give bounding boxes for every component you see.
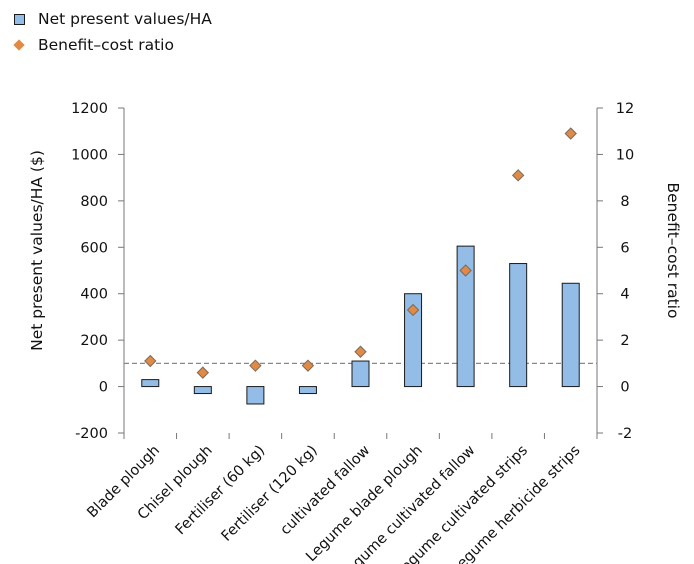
right-tick-label: 10: [616, 147, 634, 163]
y-axis-title: Net present values/HA ($): [28, 150, 46, 351]
category-label: cultivated fallow: [277, 442, 373, 538]
legend-bar-swatch: [12, 13, 38, 25]
npv-bar: [246, 386, 265, 405]
bcr-marker: [354, 345, 367, 358]
legend-label-npv: Net present values/HA: [38, 10, 212, 28]
left-tick-label: 1200: [71, 101, 108, 117]
legend: Net present values/HA Benefit–cost ratio: [12, 6, 212, 58]
category-label: Fertiliser (120 kg): [219, 443, 321, 545]
right-tick-label: 2: [620, 333, 629, 349]
right-tick-label: 12: [616, 101, 634, 117]
bcr-marker: [196, 366, 210, 379]
right-tick-label: 6: [620, 240, 629, 256]
right-tick-label: 0: [620, 380, 629, 396]
y2-axis-title: Benefit–cost ratio: [664, 183, 682, 319]
npv-bar: [298, 386, 317, 395]
npv-bar: [193, 386, 212, 395]
npv-bar: [561, 282, 580, 388]
right-tick-label: -2: [618, 426, 632, 442]
npv-bar: [404, 293, 423, 388]
bcr-marker: [564, 127, 577, 140]
bcr-marker: [249, 359, 262, 372]
legend-label-bcr: Benefit–cost ratio: [38, 36, 174, 54]
category-label: Fertiliser (60 kg): [173, 443, 269, 539]
legend-item-npv: Net present values/HA: [12, 6, 212, 32]
bcr-marker: [459, 264, 472, 277]
left-tick-label: 0: [99, 380, 108, 396]
bcr-marker: [511, 169, 525, 182]
left-tick-label: 400: [80, 287, 108, 303]
right-tick-label: 4: [620, 287, 629, 303]
legend-item-bcr: Benefit–cost ratio: [12, 32, 212, 58]
bcr-marker: [301, 359, 315, 372]
left-tick-label: 1000: [71, 147, 108, 163]
left-tick-label: 600: [80, 240, 108, 256]
bcr-marker: [144, 354, 157, 368]
npv-bar: [456, 245, 475, 388]
npv-bar: [509, 263, 528, 388]
left-tick-label: 200: [80, 333, 108, 349]
npv-bar: [351, 360, 370, 388]
bcr-marker: [406, 303, 420, 317]
npv-bar: [141, 379, 160, 388]
right-tick-label: 8: [620, 194, 629, 210]
left-tick-label: -200: [75, 426, 108, 442]
left-tick-label: 800: [80, 194, 108, 210]
